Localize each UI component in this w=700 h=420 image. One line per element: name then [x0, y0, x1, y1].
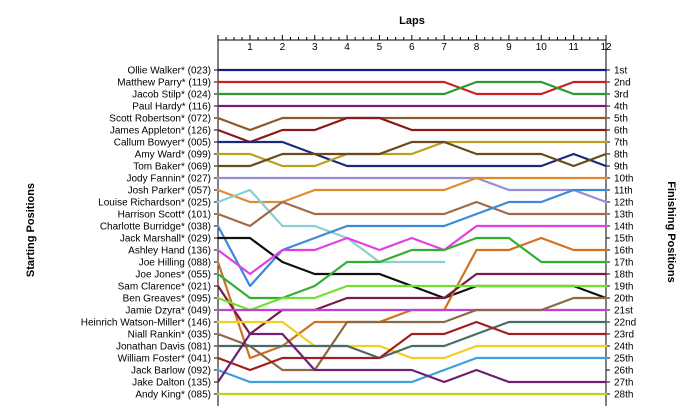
starting-position-label: Ben Greaves* (095) [123, 294, 211, 305]
starting-position-label: Jonathan Davis (081) [116, 342, 211, 353]
series-line [216, 116, 608, 144]
series-line [216, 80, 608, 96]
series-line [216, 356, 608, 384]
starting-position-label: Jacob Stilp* (024) [132, 90, 211, 101]
series-line [216, 224, 608, 276]
y-axis-label-right: Finishing Positions [665, 181, 677, 282]
starting-position-label: Matthew Parry* (119) [117, 78, 211, 89]
finishing-position-label: 2nd [614, 78, 631, 89]
lap-tick-label: 1 [247, 42, 253, 53]
starting-position-label: Andy King* (085) [135, 390, 211, 401]
series-line [216, 140, 608, 168]
finishing-position-label: 20th [614, 294, 633, 305]
lap-tick-labels: 1 2 3 4 5 6 7 8 9 10 11 12 [247, 42, 612, 53]
series-line [216, 332, 608, 384]
lap-tick-label: 2 [280, 42, 286, 53]
starting-position-label: Scott Robertson* (072) [109, 114, 211, 125]
finishing-position-label: 23rd [614, 330, 634, 341]
series-line [216, 284, 608, 312]
starting-position-label: Harrison Scott* (101) [118, 210, 211, 221]
starting-position-label: William Foster* (041) [118, 354, 211, 365]
lap-tick-label: 12 [600, 42, 612, 53]
finishing-position-label: 18th [614, 270, 633, 281]
starting-position-label: Jody Fannin* (027) [127, 174, 212, 185]
series-line [216, 236, 608, 300]
starting-position-label: James Appleton* (126) [110, 126, 211, 137]
series-line [216, 176, 608, 204]
finishing-position-label: 8th [614, 150, 628, 161]
series-line [216, 116, 608, 132]
finishing-position-label: 4th [614, 102, 628, 113]
finishing-position-label: 7th [614, 138, 628, 149]
series-line [216, 200, 608, 228]
starting-position-label: Callum Bowyer* (005) [114, 138, 211, 149]
series-line [216, 272, 608, 336]
finishing-position-label: 9th [614, 162, 628, 173]
finishing-position-label: 24th [614, 342, 633, 353]
series-line [216, 320, 608, 360]
finishing-position-label: 16th [614, 246, 633, 257]
finishing-position-label: 22nd [614, 318, 636, 329]
finishing-position-labels: 1st2nd3rd4th5th6th7th8th9th10th11th12th1… [614, 66, 636, 401]
starting-position-label: Tom Baker* (069) [133, 162, 211, 173]
starting-position-label: Josh Parker* (057) [128, 186, 211, 197]
finishing-position-label: 27th [614, 378, 633, 389]
starting-position-label: Louise Richardson* (025) [98, 198, 211, 209]
starting-position-label: Heinrich Watson-Miller* (146) [81, 318, 211, 329]
lap-tick-label: 9 [506, 42, 512, 53]
lap-tick-label: 4 [344, 42, 350, 53]
y-axis-label-left: Starting Positions [25, 183, 37, 277]
lap-tick-label: 8 [474, 42, 480, 53]
starting-position-label: Amy Ward* (099) [135, 150, 211, 161]
lap-tick-label: 7 [441, 42, 447, 53]
series-line [216, 140, 608, 168]
starting-position-label: Jake Dalton (135) [132, 378, 211, 389]
finishing-position-label: 11th [614, 186, 633, 197]
starting-position-label: Joe Hilling (088) [139, 258, 211, 269]
starting-position-label: Paul Hardy* (116) [132, 102, 211, 113]
series-line [216, 296, 608, 372]
starting-position-label: Ollie Walker* (023) [127, 66, 211, 77]
starting-position-label: Jack Marshall* (029) [120, 234, 211, 245]
series-lines [216, 68, 608, 396]
lap-tick-label: 10 [536, 42, 548, 53]
finishing-position-label: 26th [614, 366, 633, 377]
starting-position-label: Niall Rankin* (035) [128, 330, 211, 341]
starting-position-label: Jack Barlow (092) [131, 366, 211, 377]
finishing-position-label: 12th [614, 198, 633, 209]
series-line [216, 320, 608, 372]
finishing-position-label: 17th [614, 258, 633, 269]
finishing-position-label: 3rd [614, 90, 628, 101]
starting-position-labels: Ollie Walker* (023)Matthew Parry* (119)J… [81, 66, 211, 401]
finishing-position-label: 14th [614, 222, 633, 233]
lap-tick-label: 6 [409, 42, 415, 53]
starting-position-label: Charlotte Burridge* (038) [100, 222, 211, 233]
finishing-position-label: 13th [614, 210, 633, 221]
finishing-position-label: 1st [614, 66, 628, 77]
finishing-position-label: 19th [614, 282, 633, 293]
starting-position-label: Ashley Hand (136) [128, 246, 211, 257]
series-line [216, 80, 608, 96]
finishing-position-label: 6th [614, 126, 628, 137]
starting-position-label: Jamie Dzyra* (049) [125, 306, 211, 317]
finishing-position-label: 21st [614, 306, 633, 317]
chart-title: Laps [399, 15, 425, 27]
finishing-position-label: 15th [614, 234, 633, 245]
finishing-position-label: 5th [614, 114, 628, 125]
starting-position-label: Sam Clarence* (021) [118, 282, 211, 293]
lap-tick-label: 11 [568, 42, 579, 53]
series-line [216, 320, 608, 360]
lap-tick-label: 5 [377, 42, 383, 53]
series-line [216, 140, 608, 168]
finishing-position-label: 10th [614, 174, 633, 185]
finishing-position-label: 25th [614, 354, 633, 365]
chart-axes [214, 35, 610, 406]
finishing-position-label: 28th [614, 390, 633, 401]
lap-tick-label: 3 [312, 42, 318, 53]
series-line [216, 236, 608, 300]
starting-position-label: Joe Jones* (055) [135, 270, 211, 281]
